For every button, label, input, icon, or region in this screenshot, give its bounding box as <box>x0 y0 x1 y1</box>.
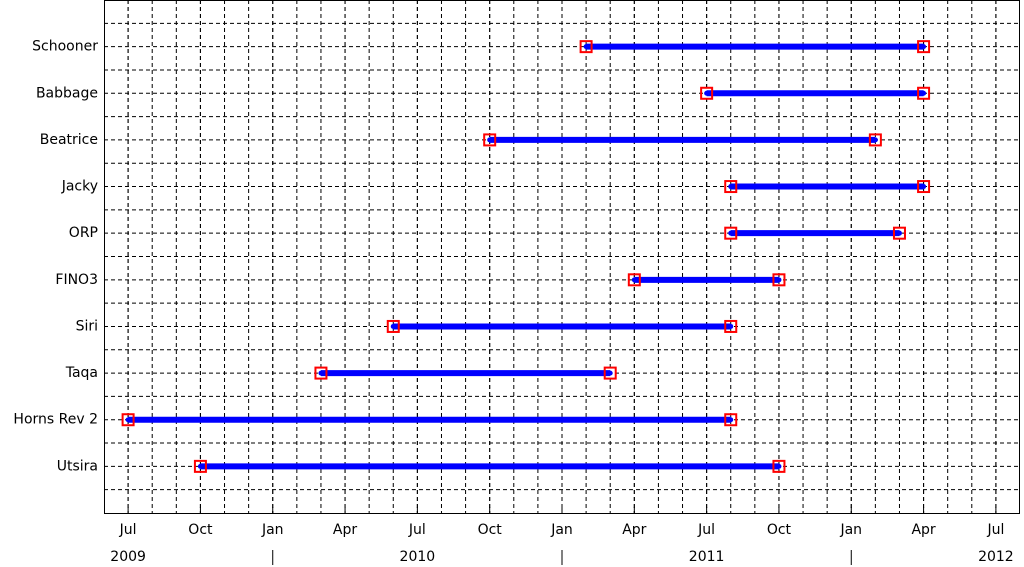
y-tick-label: Horns Rev 2 <box>13 412 98 428</box>
start-marker <box>579 40 593 54</box>
start-marker-box <box>483 133 497 147</box>
y-tick-label: ORP <box>69 225 98 241</box>
end-marker <box>917 180 931 194</box>
y-tick-label: Babbage <box>36 85 98 101</box>
y-tick-label: Utsira <box>57 458 98 474</box>
x-tick-label: Jul <box>986 522 1004 538</box>
end-marker <box>724 319 738 333</box>
end-marker-box <box>917 180 931 194</box>
end-marker <box>917 86 931 100</box>
end-marker-dot <box>896 230 902 236</box>
start-marker-box <box>724 180 738 194</box>
end-marker-dot <box>728 417 734 423</box>
x-tick-label: Oct <box>478 522 503 538</box>
start-marker-dot <box>125 417 131 423</box>
start-marker-box <box>386 319 400 333</box>
end-marker-dot <box>921 44 927 50</box>
x-tick-label: Apr <box>333 522 357 538</box>
year-label: 2012 <box>978 549 1014 565</box>
start-marker <box>314 366 328 380</box>
end-marker-dot <box>776 277 782 283</box>
x-tick-label: Jan <box>261 522 284 538</box>
year-label: 2010 <box>400 549 436 565</box>
start-marker-dot <box>631 277 637 283</box>
end-marker-dot <box>872 137 878 143</box>
x-tick-label: Jul <box>119 522 137 538</box>
start-marker-dot <box>728 184 734 190</box>
end-marker-dot <box>728 323 734 329</box>
start-marker-box <box>724 226 738 240</box>
end-marker <box>724 413 738 427</box>
end-marker-box <box>772 459 786 473</box>
x-tick-label: Oct <box>767 522 792 538</box>
start-marker <box>386 319 400 333</box>
start-marker <box>193 459 207 473</box>
end-marker <box>868 133 882 147</box>
end-marker <box>892 226 906 240</box>
y-tick-label: Taqa <box>65 365 98 381</box>
end-marker <box>772 273 786 287</box>
end-marker <box>917 40 931 54</box>
y-tick-label: FINO3 <box>55 272 98 288</box>
y-tick-label: Jacky <box>61 179 98 195</box>
year-label: 2009 <box>110 549 146 565</box>
end-marker-dot <box>921 184 927 190</box>
x-tick-label: Apr <box>622 522 646 538</box>
start-marker-dot <box>487 137 493 143</box>
start-marker <box>121 413 135 427</box>
end-marker <box>772 459 786 473</box>
end-marker-box <box>772 273 786 287</box>
end-marker-box <box>603 366 617 380</box>
start-marker <box>483 133 497 147</box>
end-marker-dot <box>921 90 927 96</box>
y-tick-label: Siri <box>76 318 98 334</box>
x-tick-label: Oct <box>188 522 213 538</box>
start-marker-box <box>314 366 328 380</box>
y-tick-label: Schooner <box>32 39 98 55</box>
end-marker <box>603 366 617 380</box>
start-marker-dot <box>390 323 396 329</box>
start-marker-box <box>193 459 207 473</box>
x-tick-label: Jan <box>839 522 862 538</box>
end-marker-dot <box>776 463 782 469</box>
x-tick-label: Jul <box>697 522 715 538</box>
start-marker-box <box>579 40 593 54</box>
start-marker <box>700 86 714 100</box>
start-marker <box>724 226 738 240</box>
end-marker-box <box>724 413 738 427</box>
start-marker-dot <box>197 463 203 469</box>
y-tick-label: Beatrice <box>40 132 98 148</box>
end-marker-box <box>917 40 931 54</box>
start-marker-box <box>121 413 135 427</box>
start-marker-dot <box>318 370 324 376</box>
start-marker <box>627 273 641 287</box>
start-marker-dot <box>728 230 734 236</box>
end-marker-box <box>892 226 906 240</box>
start-marker-dot <box>583 44 589 50</box>
end-marker-box <box>917 86 931 100</box>
start-marker-dot <box>704 90 710 96</box>
start-marker <box>724 180 738 194</box>
end-marker-dot <box>607 370 613 376</box>
start-marker-box <box>627 273 641 287</box>
year-label: 2011 <box>689 549 725 565</box>
end-marker-box <box>868 133 882 147</box>
x-tick-label: Jul <box>408 522 426 538</box>
end-marker-box <box>724 319 738 333</box>
x-tick-label: Apr <box>911 522 935 538</box>
start-marker-box <box>700 86 714 100</box>
x-tick-label: Jan <box>550 522 573 538</box>
